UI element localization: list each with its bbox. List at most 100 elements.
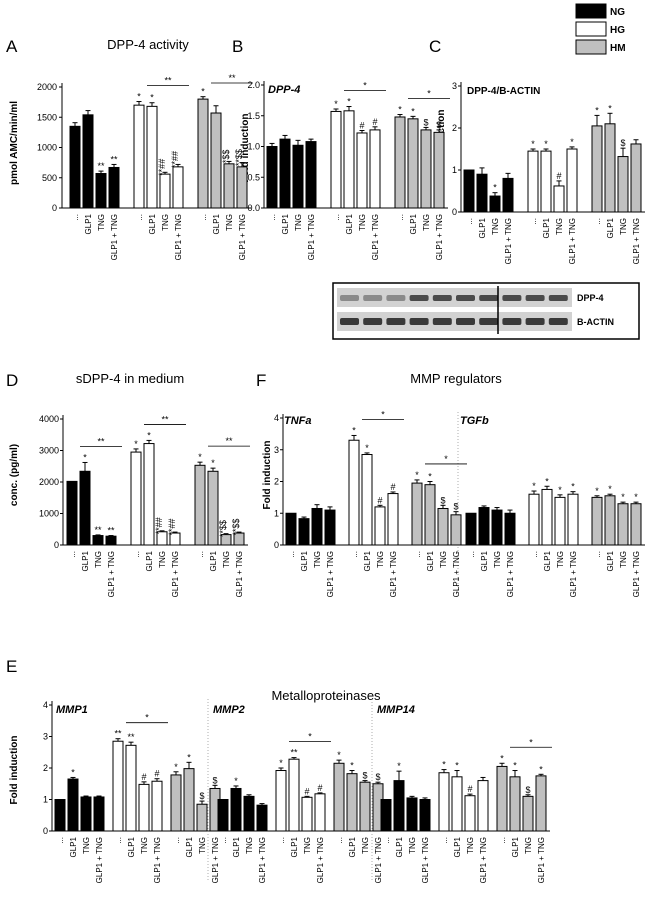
category-label-f1-hg-2: TNG [556,551,565,568]
sig-label-e0-hg-3: # [154,769,159,779]
category-label-c-ng-1: GLP1 [478,217,487,238]
sig-label-b-hm-2: $ [423,117,428,127]
category-label-d-hm-3: GLP1 + TNG [235,551,244,597]
category-label-e1-hg-3: GLP1 + TNG [316,837,325,883]
bar-e2-ng-3 [419,799,431,832]
bracket-label-f0-0: * [381,409,385,419]
bar-f0-hm-1 [424,484,436,546]
category-label-e1-ng-1: GLP1 [232,836,241,857]
bar-a-ng-2 [95,173,107,209]
bracket-label-d-0: ** [97,436,105,446]
y-tick-label-d-0: 0 [54,540,59,550]
sig-label-c-hg-0: * [531,139,535,149]
title-mmp-regulators: MMP regulators [410,371,502,386]
blot-band-bactin-6 [479,318,499,325]
bar-b-hm-3 [433,131,445,209]
y-axis-title-a: pmol AMC/min/ml [9,101,20,185]
sig-label-d-hg-0: * [134,439,138,449]
sig-label-d-hm-0: * [198,452,202,462]
gene-label-mmp14: MMP14 [377,704,415,716]
category-label-e2-hm-3: GLP1 + TNG [537,837,546,883]
y-tick-label-f-4: 4 [274,413,279,423]
bar-e0-hg-3 [151,780,163,832]
bar-d-hm-0 [194,464,206,546]
category-label-e1-hg-1: GLP1 [290,836,299,857]
blot-band-bactin-9 [548,318,568,325]
sig-label-f1-hg-0: * [532,481,536,491]
category-label-b-hg-3: GLP1 + TNG [371,214,380,260]
bar-e2-hg-3 [477,780,489,832]
category-label-e1-hg-2: TNG [303,837,312,854]
y-tick-label-a-2: 1000 [37,143,57,153]
bar-b-hg-1 [343,110,355,209]
blot-band-dpp4-6 [479,295,499,301]
category-label-c-ng-0: ... [465,218,474,225]
sig-label-e1-hm-2: $ [362,771,367,781]
bar-e0-hm-1 [183,768,195,832]
bracket-label-d-2: ** [225,436,233,446]
category-label-e2-hm-1: GLP1 [511,836,520,857]
category-label-c-ng-2: TNG [491,218,500,235]
category-label-d-hg-1: GLP1 [145,550,154,571]
category-label-f0-ng-1: GLP1 [300,550,309,571]
bar-a-hm-3 [236,166,248,209]
category-label-e0-hm-1: GLP1 [185,836,194,857]
sig-label-a-hm-3: **$$ [234,149,244,166]
category-label-b-hg-2: TNG [358,214,367,231]
category-label-c-hg-2: TNG [555,218,564,235]
y-tick-label-f-1: 1 [274,508,279,518]
sig-label-e0-hg-1: ** [127,732,135,742]
gene-label-dpp4: DPP-4 [268,84,300,96]
category-label-c-hm-3: GLP1 + TNG [632,218,641,264]
y-tick-label-e-1: 1 [43,795,48,805]
bar-f1-hm-3 [630,503,642,546]
bar-b-ng-3 [305,141,317,209]
sig-label-e2-hm-0: * [500,753,504,763]
category-label-e2-hg-1: GLP1 [453,836,462,857]
category-label-e2-hm-2: TNG [524,837,533,854]
sig-label-d-hg-1: * [147,430,151,440]
category-label-f0-hg-1: GLP1 [363,550,372,571]
category-label-e0-hg-0: ... [114,837,123,844]
category-label-c-hg-1: GLP1 [542,217,551,238]
sig-label-f1-hg-3: * [571,482,575,492]
category-label-b-ng-3: GLP1 + TNG [307,214,316,260]
blot-dpp4-strip [337,288,572,307]
blot-band-dpp4-2 [386,295,406,301]
category-label-c-hg-0: ... [529,218,538,225]
y-tick-label-e-3: 3 [43,732,48,742]
y-tick-label-b-4: 2.0 [247,80,260,90]
sig-label-e1-hg-2: # [304,786,309,796]
blot-band-dpp4-0 [340,295,359,301]
category-label-f0-hg-2: TNG [376,551,385,568]
sig-label-b-hm-0: * [398,105,402,115]
category-label-f0-hm-2: TNG [439,551,448,568]
sig-label-b-hm-3: $ [436,120,441,130]
y-tick-label-b-0: 0.0 [247,203,260,213]
y-axis-title-d: conc. (pg/ml) [9,444,20,506]
category-label-a-hm-2: TNG [225,214,234,231]
bar-a-ng-3 [108,166,120,209]
y-tick-label-c-0: 0 [452,207,457,217]
category-label-f0-hm-1: GLP1 [426,550,435,571]
bracket-label-e0-0: * [145,713,149,723]
blot-band-dpp4-8 [525,295,545,301]
sig-label-b-hm-1: * [411,106,415,116]
bar-f1-hg-1 [541,488,553,546]
bar-d-ng-3 [105,535,117,546]
panel-letter-a: A [6,37,18,56]
category-label-d-ng-2: TNG [94,551,103,568]
category-label-d-hg-0: ... [132,551,141,558]
sig-label-f0-hg-0: * [352,425,356,435]
sig-label-e0-hg-2: # [141,772,146,782]
bar-c-hg-0 [527,150,539,213]
bar-f0-ng-2 [311,507,323,546]
blot-band-bactin-2 [386,318,406,325]
sig-label-e1-hg-0: * [279,758,283,768]
sig-label-d-hm-1: * [211,458,215,468]
category-label-a-hg-1: GLP1 [148,213,157,234]
bar-e2-hm-1 [509,776,521,832]
sig-label-f1-hm-3: * [634,492,638,502]
blot-bactin-strip [337,312,572,331]
panel-letter-c: C [429,37,441,56]
